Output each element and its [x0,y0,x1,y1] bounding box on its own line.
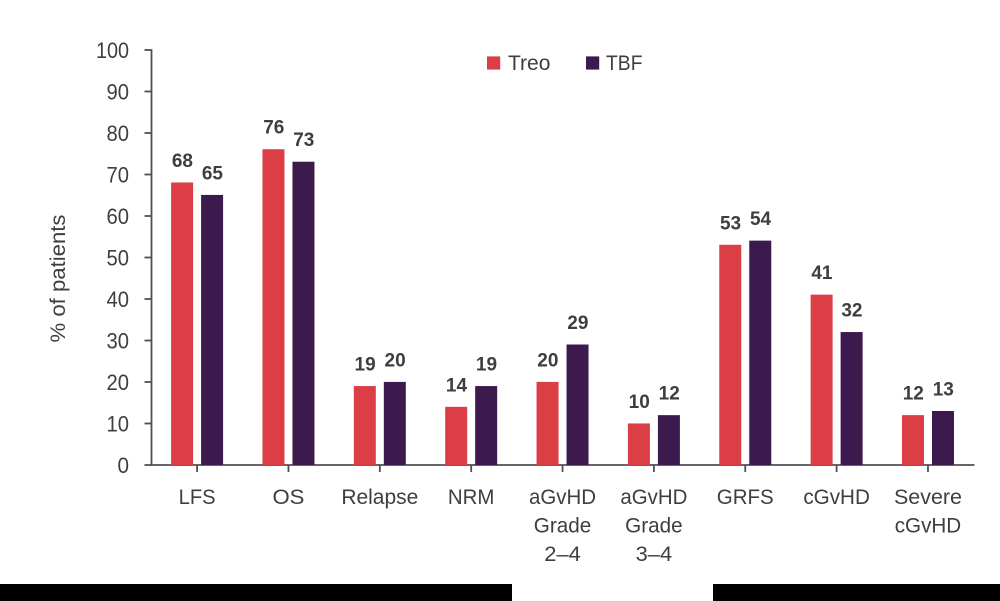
svg-text:0: 0 [118,453,130,478]
svg-text:20: 20 [107,370,130,395]
svg-text:OS: OS [272,486,304,509]
svg-text:80: 80 [107,121,130,146]
svg-text:TBF: TBF [606,52,643,75]
svg-text:10: 10 [107,411,130,436]
svg-text:40: 40 [107,287,130,312]
svg-text:68: 68 [172,151,193,172]
svg-text:20: 20 [537,350,558,371]
svg-text:Grade: Grade [625,514,683,537]
svg-text:53: 53 [720,213,741,234]
svg-text:14: 14 [446,375,468,396]
svg-text:12: 12 [903,384,924,405]
svg-text:% of patients: % of patients [47,215,70,343]
svg-text:cGvHD: cGvHD [895,514,962,537]
svg-text:aGvHD: aGvHD [620,486,687,509]
svg-text:Relapse: Relapse [341,486,418,509]
svg-text:90: 90 [107,79,130,104]
svg-text:3–4: 3–4 [636,543,673,566]
svg-text:50: 50 [107,245,130,270]
svg-text:NRM: NRM [448,486,495,509]
svg-text:100: 100 [96,38,129,63]
svg-text:32: 32 [841,301,862,322]
svg-text:30: 30 [107,328,130,353]
svg-text:10: 10 [629,392,650,413]
svg-text:73: 73 [293,130,314,151]
svg-text:54: 54 [750,209,772,230]
svg-text:20: 20 [385,350,406,371]
svg-text:Severe: Severe [894,486,962,509]
svg-text:13: 13 [933,379,954,400]
svg-text:19: 19 [355,355,376,376]
svg-text:LFS: LFS [179,486,216,509]
svg-text:12: 12 [659,384,680,405]
svg-text:2–4: 2–4 [544,543,581,566]
svg-text:65: 65 [202,163,224,184]
svg-text:Treo: Treo [508,52,550,75]
svg-text:19: 19 [476,355,497,376]
svg-text:60: 60 [107,204,130,229]
svg-text:GRFS: GRFS [717,486,774,509]
svg-text:41: 41 [811,263,833,284]
svg-text:cGvHD: cGvHD [803,486,870,509]
svg-text:Grade: Grade [534,514,592,537]
svg-text:70: 70 [107,162,130,187]
svg-text:76: 76 [263,118,284,139]
svg-text:aGvHD: aGvHD [529,486,596,509]
svg-text:29: 29 [567,313,588,334]
